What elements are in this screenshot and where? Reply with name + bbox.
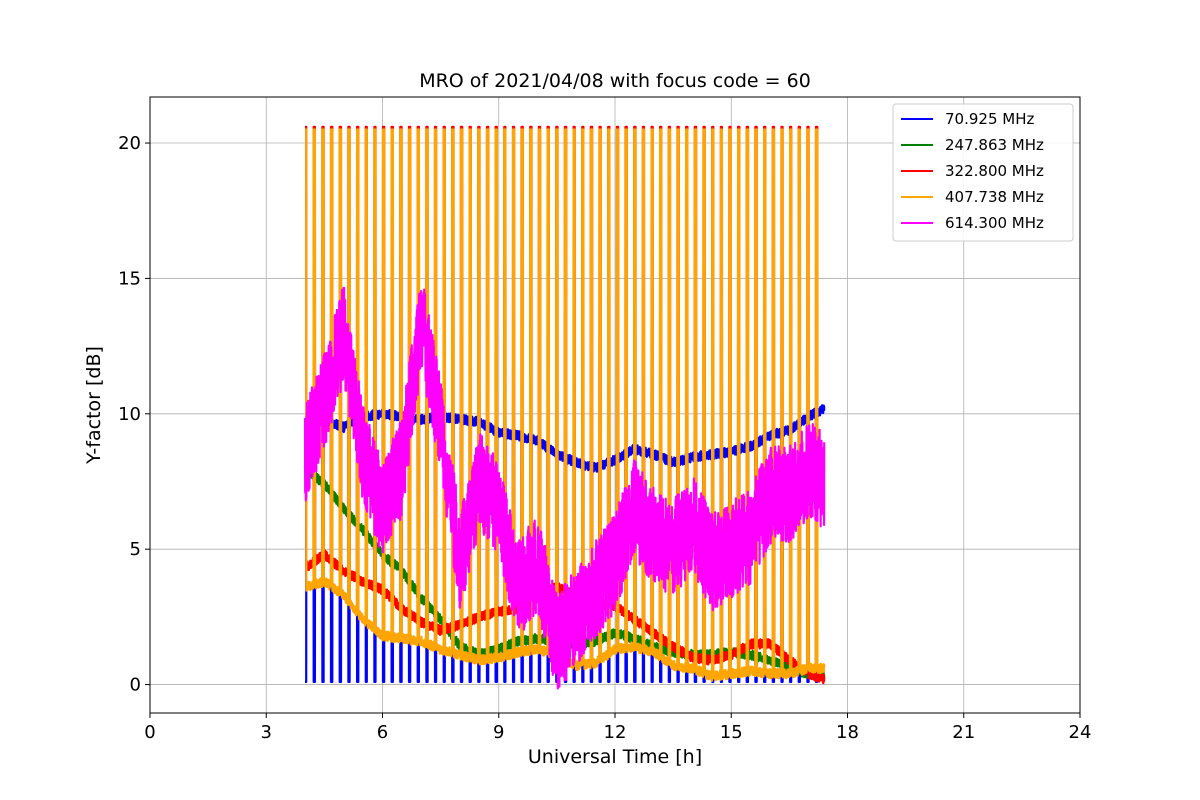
series-group: [303, 125, 826, 690]
legend-label: 247.863 MHz: [945, 136, 1044, 154]
x-tick-label: 9: [493, 722, 504, 743]
x-tick-label: 21: [952, 722, 975, 743]
x-tick-label: 12: [604, 722, 627, 743]
y-tick-label: 0: [130, 675, 141, 696]
x-tick-label: 3: [261, 722, 272, 743]
legend-label: 614.300 MHz: [945, 214, 1044, 232]
x-tick-label: 18: [836, 722, 859, 743]
y-tick-label: 5: [130, 539, 141, 560]
legend: 70.925 MHz 247.863 MHz 322.800 MHz 407.738 …: [892, 103, 1074, 242]
y-tick-label: 10: [118, 404, 141, 425]
legend-label: 70.925 MHz: [945, 110, 1034, 128]
axis-ticks: 0 3 6 9 12 15 18 21 24 0 5 10 15 20: [118, 133, 1091, 743]
chart-title: MRO of 2021/04/08 with focus code = 60: [419, 70, 811, 92]
x-tick-label: 6: [377, 722, 388, 743]
legend-box: [892, 103, 1074, 242]
plot-area: [303, 125, 826, 690]
x-tick-label: 15: [720, 722, 743, 743]
x-axis-label: Universal Time [h]: [528, 746, 702, 768]
legend-label: 322.800 MHz: [945, 162, 1044, 180]
series-line: [303, 286, 826, 690]
y-tick-label: 20: [118, 133, 141, 154]
legend-label: 407.738 MHz: [945, 188, 1044, 206]
y-axis-label: Y-factor [dB]: [83, 346, 105, 465]
y-tick-label: 15: [118, 268, 141, 289]
x-tick-label: 24: [1069, 722, 1092, 743]
x-tick-label: 0: [144, 722, 155, 743]
